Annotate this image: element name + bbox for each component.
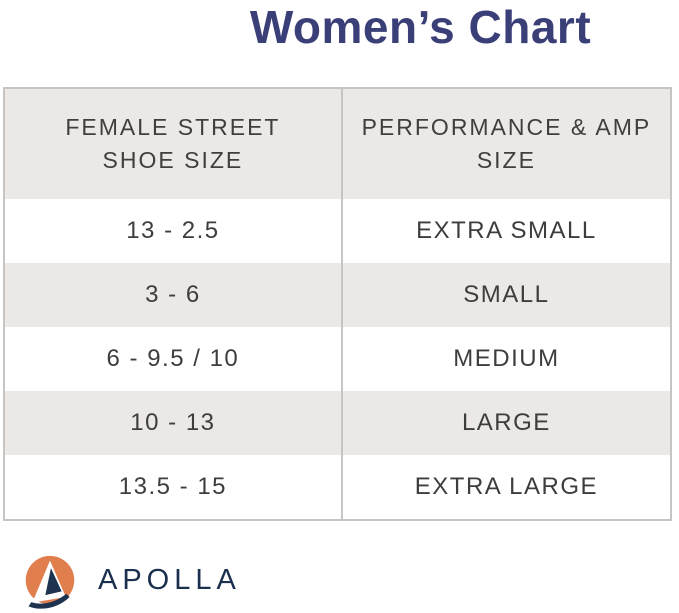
amp-size-value: LARGE: [340, 391, 670, 455]
amp-size-value: EXTRA SMALL: [340, 199, 670, 263]
amp-size-value: MEDIUM: [340, 327, 670, 391]
amp-size-value: SMALL: [340, 263, 670, 327]
apolla-logo-icon: [25, 555, 75, 609]
brand-name: APOLLA: [98, 563, 241, 596]
shoe-size-value: 13 - 2.5: [126, 217, 220, 244]
size-table: FEMALE STREET SHOE SIZE PERFORMANCE & AM…: [3, 87, 672, 521]
amp-size-value: EXTRA LARGE: [340, 455, 670, 519]
shoe-size-value: 6 - 9.5 / 10: [106, 345, 240, 372]
table-row: 3 - 6 SMALL: [5, 263, 670, 327]
brand-footer: APOLLA: [22, 553, 241, 613]
shoe-size-value: 3 - 6: [145, 281, 201, 308]
table-row: 13.5 - 15 EXTRA LARGE: [5, 455, 670, 519]
shoe-size-value: 10 - 13: [130, 409, 216, 436]
column-header-shoe-size: FEMALE STREET SHOE SIZE: [65, 113, 281, 173]
table-row: 6 - 9.5 / 10 MEDIUM: [5, 327, 670, 391]
column-header-amp-size: PERFORMANCE & AMP SIZE: [340, 89, 670, 199]
table-header-row: FEMALE STREET SHOE SIZE PERFORMANCE & AM…: [5, 89, 670, 199]
table-row: 10 - 13 LARGE: [5, 391, 670, 455]
table-row: 13 - 2.5 EXTRA SMALL: [5, 199, 670, 263]
page-title: Women’s Chart: [249, 1, 592, 53]
shoe-size-value: 13.5 - 15: [118, 473, 228, 500]
